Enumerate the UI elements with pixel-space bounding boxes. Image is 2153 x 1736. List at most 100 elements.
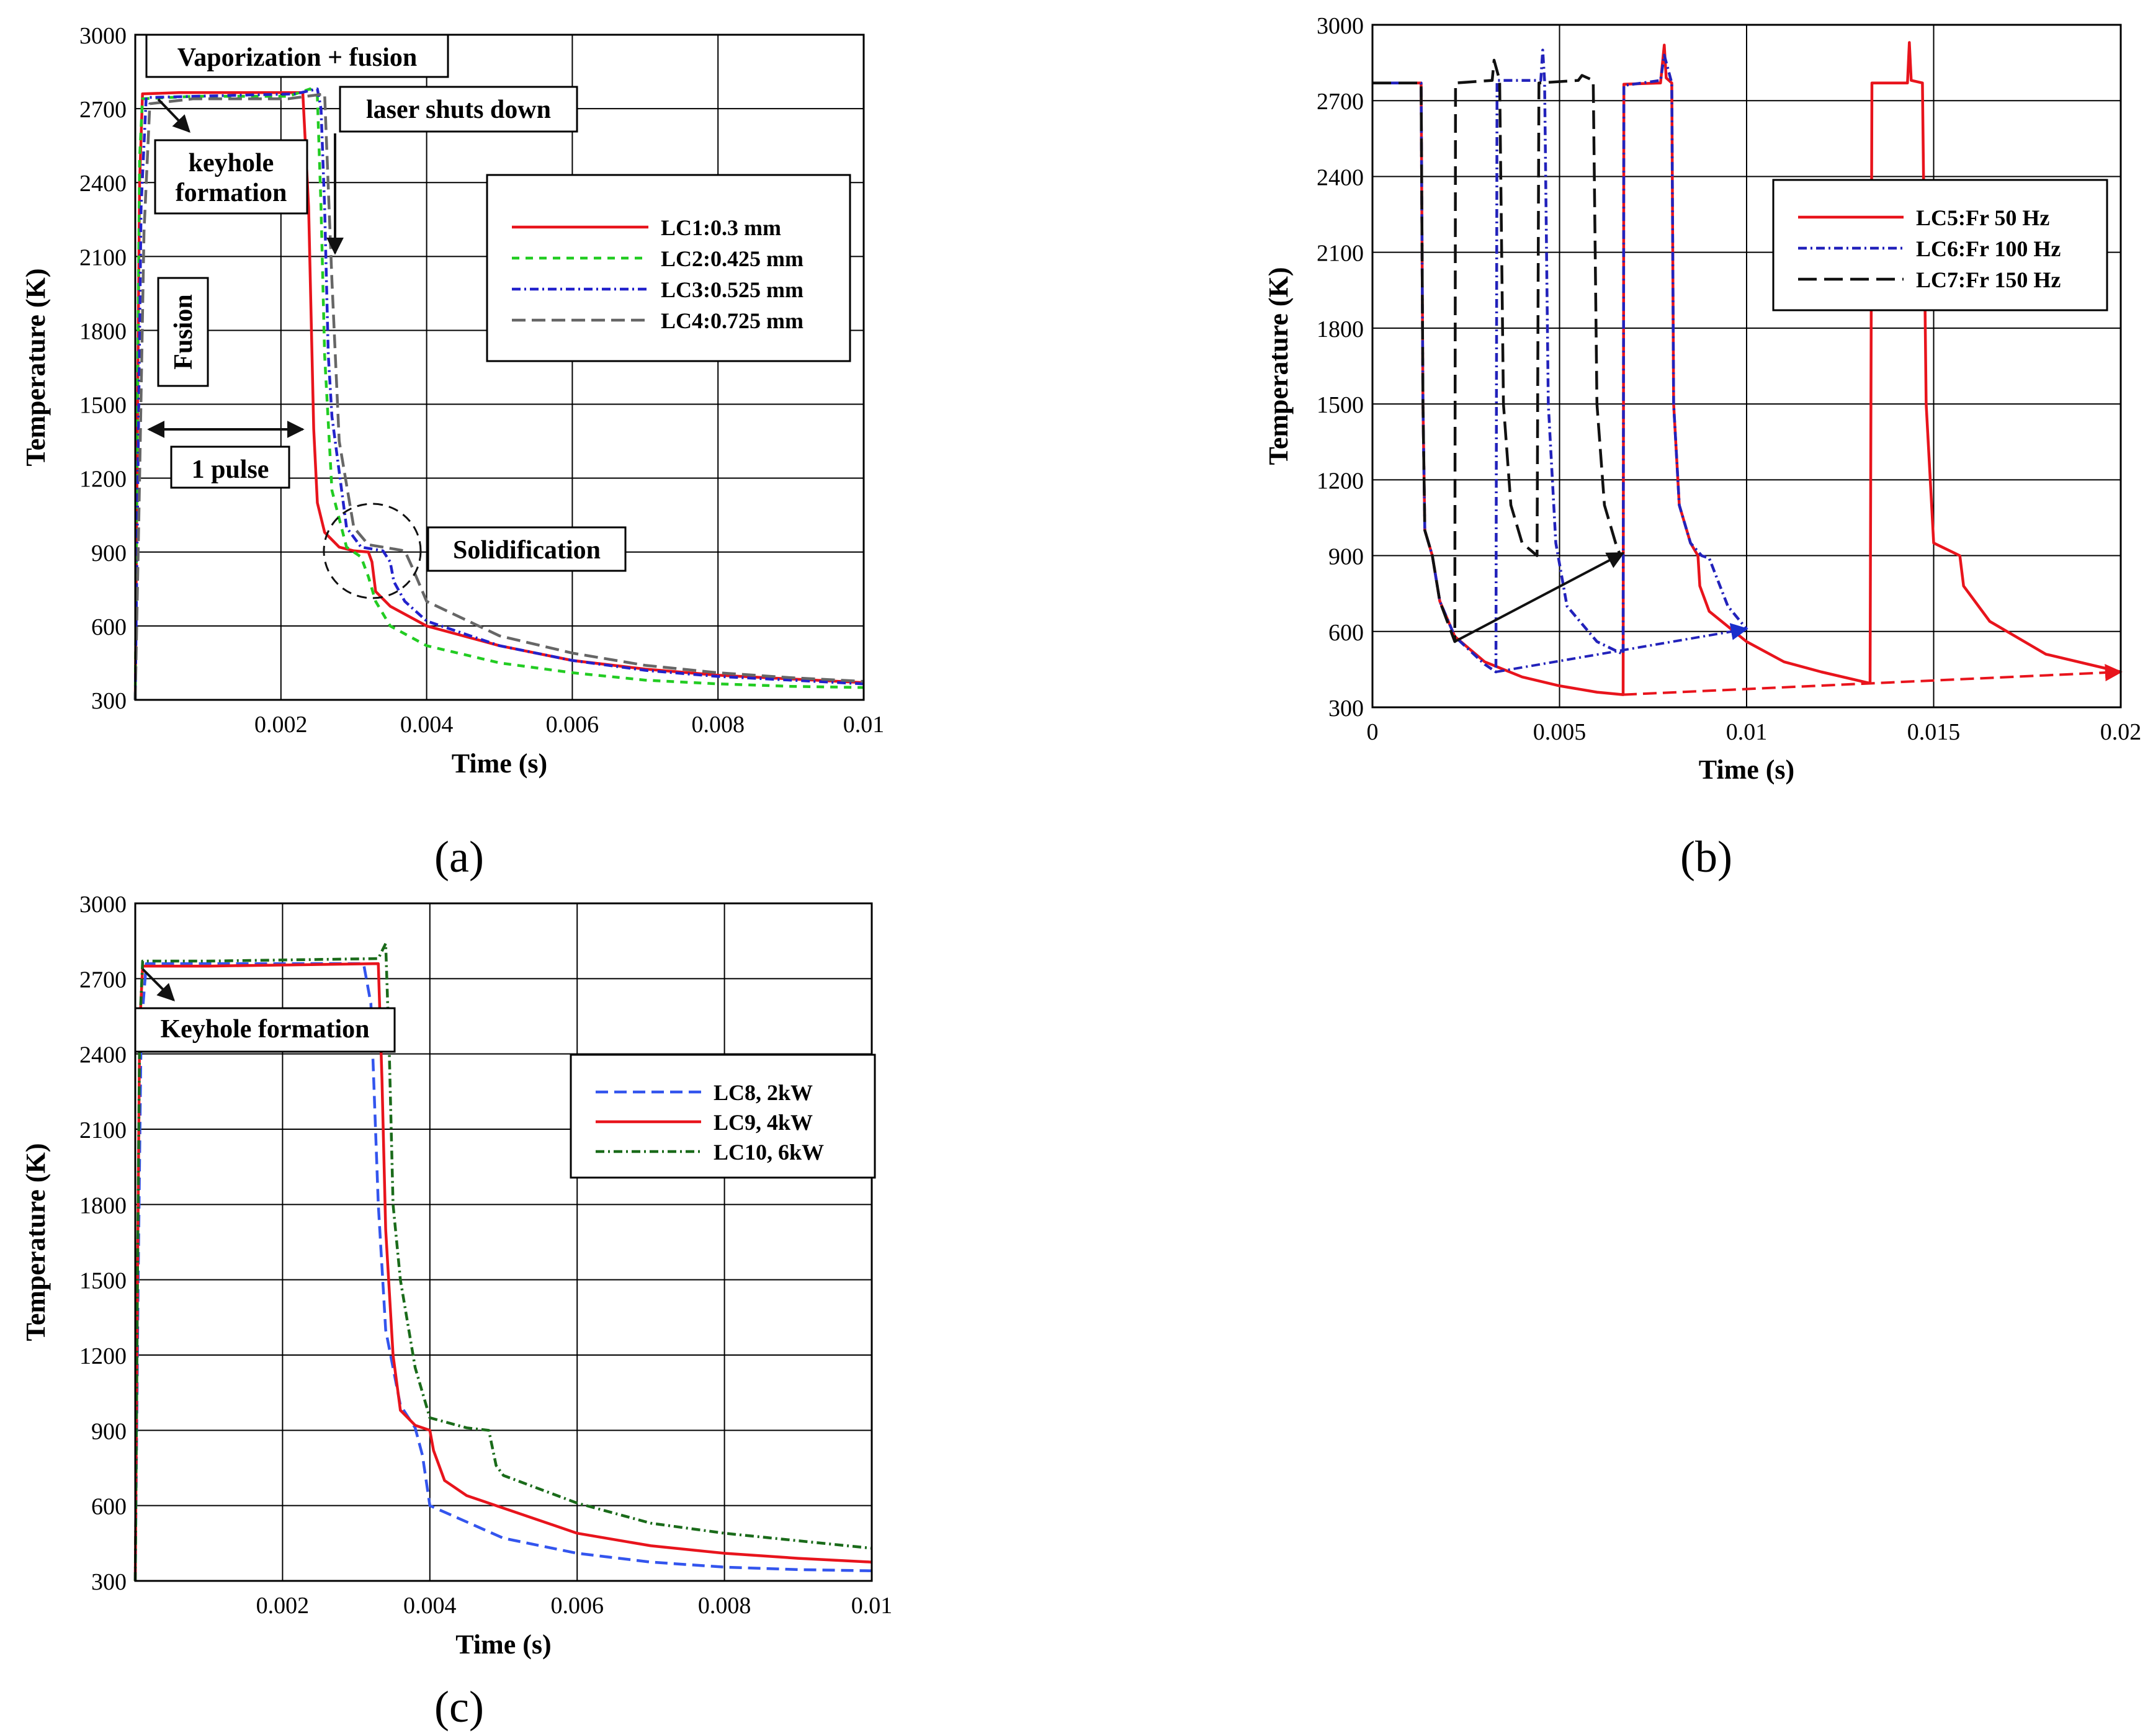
x-tick-label: 0.01	[1726, 719, 1768, 745]
y-axis-label: Temperature (K)	[20, 1143, 51, 1341]
panel-a-chart: (a) 0.002 0.004 0.006 0.008 0.01 300 600 900 120…	[20, 23, 884, 882]
annotation-vaporization: Vaporization + fusion	[177, 43, 417, 72]
legend-box-a	[486, 174, 851, 362]
annotation-pulse: 1 pulse	[192, 455, 269, 484]
y-tick-label: 600	[1328, 620, 1364, 646]
x-axis-label: Time (s)	[1699, 754, 1794, 785]
annotation-keyhole: keyhole	[189, 149, 274, 177]
y-tick-label: 2700	[79, 97, 127, 123]
x-tick-label: 0.006	[550, 1593, 604, 1619]
trend-arrow	[1495, 623, 1748, 673]
annotation-fusion: Fusion	[169, 294, 198, 369]
legend-label: LC10, 6kW	[714, 1140, 824, 1165]
x-axis-label: Time (s)	[452, 748, 547, 779]
y-tick-label: 1800	[1317, 316, 1364, 342]
annotation-pulse-box	[170, 445, 290, 489]
y-tick-label: 3000	[1317, 13, 1364, 39]
annotation-laser-shutdown: laser shuts down	[366, 96, 551, 124]
series-line-lc7	[1372, 58, 1621, 643]
y-tick-label: 2400	[79, 171, 127, 197]
annotation-keyhole-c: Keyhole formation	[160, 1015, 369, 1044]
solidification-circle	[323, 503, 422, 599]
y-tick-label: 1800	[79, 318, 127, 344]
y-tick-label: 1500	[79, 393, 127, 419]
x-tick-label: 0.004	[403, 1593, 457, 1619]
y-tick-label: 900	[91, 1418, 127, 1444]
panel-c-chart: (c) 0.002 0.004 0.006 0.008 0.01 300 600 900 120…	[20, 892, 892, 1732]
x-tick-label: 0.02	[2100, 719, 2142, 745]
legend-box-b	[1772, 179, 2108, 311]
x-tick-label: 0.015	[1907, 719, 1961, 745]
legend-box-c	[570, 1054, 876, 1179]
y-tick-label: 600	[91, 1494, 127, 1520]
x-tick-label: 0.002	[254, 712, 308, 738]
x-tick-label: 0.008	[691, 712, 745, 738]
series-line-lc8	[133, 962, 872, 1582]
y-tick-label: 900	[91, 540, 127, 566]
x-tick-label: 0.008	[698, 1593, 751, 1619]
legend-label: LC4:0.725 mm	[661, 308, 803, 333]
plot-frame	[1371, 24, 2122, 709]
panel-a-label: (a)	[434, 832, 484, 882]
annotation-solidification: Solidification	[453, 536, 601, 565]
panel-c-label: (c)	[434, 1682, 484, 1732]
y-tick-label: 600	[91, 614, 127, 640]
legend-label: LC8, 2kW	[714, 1080, 813, 1105]
plot-frame	[134, 34, 865, 701]
y-tick-label: 2100	[1317, 241, 1364, 267]
legend-label: LC7:Fr 150 Hz	[1916, 267, 2061, 292]
x-tick-label: 0.004	[400, 712, 454, 738]
trend-arrow	[1623, 664, 2123, 696]
x-tick-label: 0.01	[843, 712, 885, 738]
y-tick-label: 300	[91, 1569, 127, 1595]
legend-label: LC1:0.3 mm	[661, 215, 781, 240]
annotation-fusion-box	[157, 277, 209, 387]
y-tick-label: 1500	[79, 1268, 127, 1294]
y-tick-label: 900	[1328, 544, 1364, 570]
y-tick-label: 3000	[79, 892, 127, 918]
legend-label: LC6:Fr 100 Hz	[1916, 236, 2061, 261]
y-tick-label: 1800	[79, 1192, 127, 1219]
y-tick-label: 1200	[79, 1343, 127, 1369]
y-axis-label: Temperature (K)	[20, 269, 51, 467]
annotation-solidification-box	[427, 526, 627, 572]
x-axis-label: Time (s)	[455, 1629, 551, 1660]
y-tick-label: 300	[1328, 696, 1364, 722]
series-line-lc10	[133, 942, 872, 1582]
y-tick-label: 2700	[79, 967, 127, 993]
y-tick-label: 2400	[79, 1042, 127, 1068]
legend-label: LC2:0.425 mm	[661, 246, 803, 271]
x-tick-label: 0.005	[1533, 719, 1587, 745]
y-tick-label: 3000	[79, 23, 127, 49]
x-tick-label: 0.01	[851, 1593, 893, 1619]
annotation-keyhole-c-box	[134, 1007, 396, 1053]
legend-label: LC3:0.525 mm	[661, 277, 803, 302]
keyhole-arrow	[157, 98, 190, 133]
series-line-lc1	[133, 91, 864, 700]
panel-b-label: (b)	[1680, 832, 1732, 882]
legend-label: LC5:Fr 50 Hz	[1916, 205, 2049, 230]
series-line-lc3	[133, 87, 864, 700]
y-axis-label: Temperature (K)	[1263, 267, 1294, 465]
keyhole-arrow-c	[141, 968, 175, 1001]
annotation-laser-shutdown-box	[339, 86, 578, 133]
y-tick-label: 2100	[79, 244, 127, 271]
y-tick-label: 1200	[1317, 468, 1364, 494]
series-line-lc9	[133, 962, 872, 1582]
annotation-vaporization-box	[145, 34, 449, 78]
y-tick-label: 300	[91, 688, 127, 714]
x-tick-label: 0.002	[256, 1593, 310, 1619]
y-tick-label: 2100	[79, 1117, 127, 1143]
legend-label: LC9, 4kW	[714, 1110, 813, 1135]
annotation-keyhole-box	[154, 139, 308, 215]
y-tick-label: 1200	[79, 467, 127, 493]
trend-arrow	[1454, 552, 1625, 643]
y-tick-label: 2400	[1317, 164, 1364, 190]
y-tick-label: 2700	[1317, 89, 1364, 115]
plot-frame	[134, 902, 873, 1582]
x-tick-label: 0	[1367, 719, 1379, 745]
y-tick-label: 1500	[1317, 392, 1364, 418]
x-tick-label: 0.006	[546, 712, 599, 738]
panel-b-chart: (b) 0 0.005 0.01 0.015 0.02 300 600 900 1200 1500…	[1263, 13, 2141, 882]
